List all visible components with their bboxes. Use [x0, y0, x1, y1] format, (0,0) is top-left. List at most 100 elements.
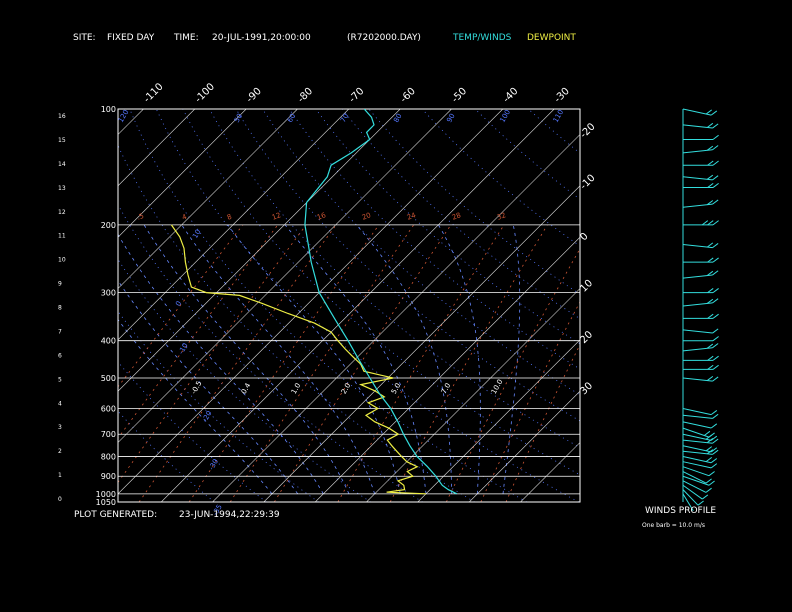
wind-barb-flag [710, 410, 718, 416]
height-tick-label: 15 [58, 137, 66, 144]
isotherm-line [118, 109, 401, 392]
wind-barb-shaft [682, 466, 710, 477]
height-tick-label: 4 [58, 400, 62, 407]
site-value: FIXED DAY [107, 33, 155, 43]
isotherm-tick-label: 30 [578, 381, 595, 398]
mixing-ratio-line [118, 224, 244, 388]
wind-barb-flag [708, 432, 715, 438]
isotherm-tick-label: -40 [501, 86, 520, 105]
dry-adiabat-line [155, 109, 579, 502]
isotherm-tick-label: -90 [245, 86, 264, 105]
legend-temp-winds: TEMP/WINDS [453, 33, 512, 43]
height-tick-label: 6 [58, 352, 62, 359]
pressure-tick-label: 1000 [96, 490, 116, 499]
isotherm-line [520, 442, 580, 502]
dry-adiabat-label: 70 [339, 112, 350, 124]
wind-barb-flag [710, 435, 718, 441]
dry-adiabat-line [182, 109, 580, 476]
dry-adiabat-label: 50 [233, 112, 244, 124]
wind-barb-flag [710, 458, 718, 464]
isotherm-line [212, 134, 580, 502]
dry-adiabat-label: 60 [286, 112, 297, 124]
wind-barb-flag [701, 494, 709, 500]
time-value: 20-JUL-1991,20:00:00 [212, 33, 311, 43]
wind-barb-flag [712, 199, 719, 205]
isotherm-tick-label: -110 [142, 81, 166, 105]
height-tick-label: 14 [58, 161, 66, 168]
height-tick-label: 10 [58, 257, 66, 264]
wind-barb-flag [712, 298, 719, 304]
wind-barb-flag [710, 463, 718, 469]
isobars-layer [118, 224, 580, 495]
height-tick-label: 11 [58, 233, 66, 240]
dry-adiabat-line [118, 361, 267, 502]
isotherm-tick-label: 10 [578, 278, 595, 295]
isotherm-line [118, 109, 452, 443]
wind-barb-flag [705, 109, 713, 115]
dry-adiabat-label: 100 [498, 108, 512, 124]
winds-barb-note: One barb = 10.0 m/s [642, 522, 705, 529]
wind-barb-flag [712, 328, 719, 334]
wind-barb-flag [710, 110, 718, 116]
height-tick-label: 5 [58, 376, 62, 383]
wind-barb-shaft [682, 480, 707, 493]
height-tick-label: 7 [58, 328, 62, 335]
wind-barb-shaft [682, 427, 710, 438]
isotherm-line [314, 236, 580, 502]
isotherm-line [160, 109, 555, 502]
wind-barb-shaft [682, 475, 710, 486]
pressure-tick-label: 900 [101, 472, 116, 481]
legend-dewpoint: DEWPOINT [527, 33, 576, 43]
moist-adiabat-line [118, 233, 324, 494]
moist-adiabat-label: 10.0 [490, 378, 505, 396]
wind-barb-flag [706, 122, 714, 128]
wind-barb-flag [712, 288, 719, 294]
moist-adiabat-line [227, 224, 401, 494]
mixing-ratio-label: 4 [181, 213, 188, 222]
mixing-ratio-line [138, 224, 337, 502]
wind-barb-shaft [682, 108, 712, 116]
moist-adiabat-line [181, 224, 376, 494]
mixing-ratio-label: 32 [496, 211, 507, 222]
isotherm-tick-label: 20 [578, 329, 595, 346]
wind-barb-flag [706, 298, 714, 304]
mixing-ratio-line [273, 224, 452, 502]
pressure-tick-label: 100 [101, 105, 116, 114]
dry-adiabat-label: 120 [117, 108, 131, 124]
mixing-ratio-label: 20 [361, 211, 372, 222]
height-tick-label: 0 [58, 496, 62, 503]
wind-barb-flag [712, 413, 719, 419]
isotherm-line [468, 390, 580, 502]
plot-generated-value: 23-JUN-1994,22:29:39 [179, 510, 280, 520]
wind-barb-shaft [682, 445, 712, 453]
wind-barb-flag [712, 355, 719, 361]
isotherm-tick-label: -100 [193, 81, 217, 105]
isotherm-tick-label: -50 [450, 86, 469, 105]
height-tick-label: 12 [58, 209, 66, 216]
temperature-series [304, 109, 458, 495]
plot-border [117, 108, 581, 503]
wind-barb-flag [706, 242, 714, 248]
moist-adiabat-label: 2.0 [340, 382, 352, 396]
isotherm-line [0, 109, 41, 502]
dry-adiabats-layer [118, 109, 580, 502]
pressure-tick-label: 600 [101, 404, 116, 413]
wind-barb-flag [712, 313, 719, 319]
mixing-ratio-line [480, 301, 580, 502]
mixing-ratio-label: 12 [271, 211, 282, 222]
mixing-ratio-line [337, 224, 505, 502]
wind-barb-flag [712, 182, 719, 188]
isotherms-layer [0, 109, 580, 502]
moist-adiabat-line [118, 279, 299, 495]
wind-barb-flag [707, 364, 714, 370]
dry-adiabat-label: 10 [191, 228, 202, 240]
wind-barb-flag [712, 438, 719, 444]
wind-barb-flag [712, 270, 719, 276]
isotherm-tick-label: -70 [347, 86, 366, 105]
pressure-tick-label: 700 [101, 430, 116, 439]
wind-barb-flag [712, 336, 719, 342]
temperature-line [304, 109, 458, 495]
moist-adiabat-line [143, 224, 350, 494]
mixing-ratio-label: 24 [406, 211, 418, 222]
wind-barb-flag [706, 145, 714, 151]
